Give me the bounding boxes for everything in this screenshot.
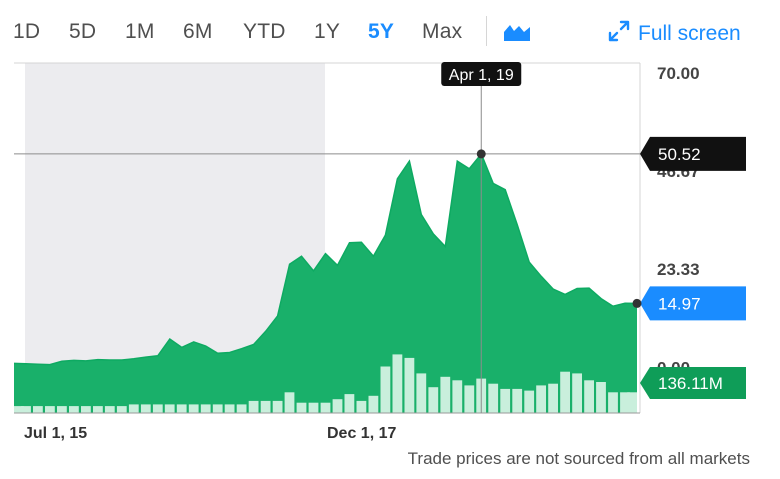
- fullscreen-label: Full screen: [638, 21, 741, 45]
- volume-bar: [188, 404, 199, 413]
- volume-bar: [464, 385, 475, 413]
- last-price-badge: [640, 286, 746, 321]
- last-price-point: [632, 298, 642, 308]
- crosshair-point: [476, 149, 486, 159]
- range-button-max[interactable]: Max: [422, 20, 463, 43]
- price-line: [13, 152, 638, 366]
- volume-bar: [140, 404, 151, 413]
- volume-bar: [224, 404, 235, 413]
- volume-series-layer: [14, 354, 637, 413]
- expand-arrows-icon: [608, 20, 630, 47]
- volume-bar: [368, 395, 379, 413]
- chart-toolbar: 1D 5D 1M 6M YTD 1Y 5Y Max Full screen: [0, 0, 780, 60]
- range-button-5d[interactable]: 5D: [69, 20, 97, 43]
- volume-label: 136.11M: [658, 374, 723, 393]
- volume-bar: [380, 366, 391, 413]
- crosshair-date-label: Apr 1, 19: [449, 67, 514, 84]
- x-axis: Jul 1, 15 Dec 1, 17: [24, 425, 396, 442]
- volume-bar: [260, 400, 271, 413]
- volume-bar: [536, 385, 546, 413]
- volume-bar: [500, 388, 511, 413]
- volume-bar: [356, 400, 367, 413]
- volume-bar: [344, 394, 355, 413]
- volume-bar: [21, 406, 31, 413]
- volume-bar: [152, 404, 163, 413]
- volume-bar: [560, 371, 570, 413]
- volume-bar: [620, 392, 630, 413]
- volume-bar: [392, 354, 403, 413]
- fullscreen-button[interactable]: Full screen: [608, 20, 741, 47]
- volume-bar: [45, 406, 55, 413]
- volume-bar: [416, 373, 427, 413]
- volume-bar: [93, 406, 103, 413]
- volume-bar: [104, 406, 115, 413]
- volume-bar: [404, 357, 415, 413]
- volume-bar: [627, 392, 637, 413]
- volume-bar: [488, 383, 499, 413]
- volume-bar: [440, 376, 451, 413]
- volume-bar: [69, 406, 79, 413]
- volume-bar: [176, 404, 187, 413]
- crosshair-value-label: 50.52: [658, 145, 701, 164]
- volume-bar: [512, 388, 523, 413]
- volume-bar: [236, 404, 247, 413]
- volume-bar: [164, 404, 175, 413]
- crosshair-value-badge: [640, 136, 746, 171]
- y-tick-label: 70.00: [657, 64, 700, 83]
- range-button-ytd[interactable]: YTD: [243, 20, 286, 43]
- range-button-5y[interactable]: 5Y: [368, 20, 395, 43]
- volume-bar: [524, 390, 535, 413]
- footer-disclaimer: Trade prices are not sourced from all ma…: [407, 449, 750, 468]
- volume-bar: [308, 402, 319, 413]
- volume-bar: [548, 383, 558, 413]
- volume-bar: [320, 402, 331, 413]
- last-price-label: 14.97: [658, 294, 701, 313]
- volume-bar: [200, 404, 211, 413]
- volume-bar: [57, 406, 67, 413]
- volume-bar: [116, 406, 127, 413]
- volume-bar: [332, 399, 343, 413]
- volume-bar: [33, 406, 43, 413]
- volume-bar: [14, 406, 24, 413]
- volume-bar: [272, 400, 283, 413]
- volume-bar: [584, 380, 594, 413]
- volume-bar: [212, 404, 223, 413]
- y-tick-label: 23.33: [657, 260, 700, 279]
- volume-bar: [81, 406, 91, 413]
- x-tick-label: Jul 1, 15: [24, 425, 87, 442]
- volume-bar: [248, 400, 259, 413]
- range-button-6m[interactable]: 6M: [183, 20, 213, 43]
- volume-bar: [128, 404, 139, 413]
- volume-bar: [284, 392, 295, 413]
- volume-bar: [596, 382, 606, 413]
- range-button-1d[interactable]: 1D: [13, 20, 41, 43]
- volume-bar: [452, 380, 463, 413]
- value-badges: 50.52 14.97 136.11M: [632, 136, 746, 399]
- area-chart-icon[interactable]: [504, 23, 530, 46]
- volume-bar: [608, 392, 618, 413]
- x-tick-label: Dec 1, 17: [327, 425, 396, 442]
- crosshair-date-badge: [441, 62, 522, 86]
- volume-bar: [572, 373, 582, 413]
- volume-badge: [640, 367, 746, 399]
- range-button-1y[interactable]: 1Y: [314, 20, 341, 43]
- volume-bar: [428, 387, 439, 413]
- volume-bar: [296, 402, 307, 413]
- toolbar-divider: [486, 16, 487, 46]
- crosshair-layer: Apr 1, 19: [14, 62, 640, 413]
- range-button-1m[interactable]: 1M: [125, 20, 155, 43]
